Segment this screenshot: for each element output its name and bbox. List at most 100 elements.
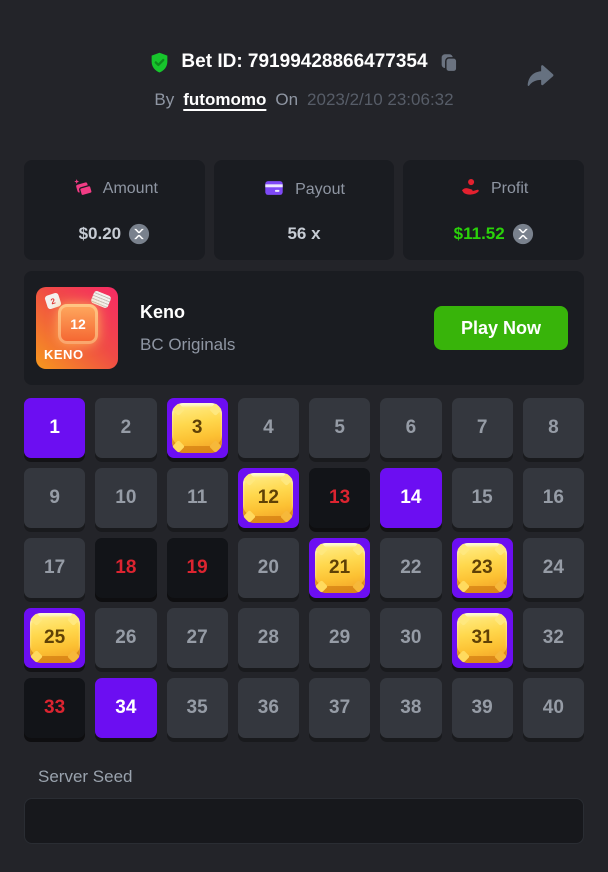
profit-value: $11.52 <box>453 223 505 243</box>
keno-cell-1: 1 <box>24 398 86 458</box>
keno-cell-34: 34 <box>95 678 157 738</box>
share-button[interactable] <box>524 60 558 94</box>
keno-cell-20: 20 <box>237 538 299 598</box>
keno-cell-35: 35 <box>166 678 228 738</box>
keno-cell-28: 28 <box>237 608 299 668</box>
game-title: Keno <box>140 301 185 322</box>
keno-cell-15: 15 <box>451 468 513 528</box>
cell-number: 30 <box>400 627 422 648</box>
bet-datetime: 2023/2/10 23:06:32 <box>307 90 454 109</box>
server-seed-label: Server Seed <box>38 767 133 786</box>
keno-game-thumbnail: 2 12 KENO <box>36 287 118 369</box>
keno-cell-38: 38 <box>380 678 442 738</box>
gem-hit-icon: 23 <box>457 543 508 593</box>
credit-card-icon <box>263 177 285 204</box>
keno-cell-10: 10 <box>95 468 157 528</box>
game-provider: BC Originals <box>140 334 236 354</box>
keno-cell-3: 3 <box>166 398 228 458</box>
cell-number: 37 <box>329 697 351 718</box>
cell-number: 15 <box>471 487 493 508</box>
keno-cell-24: 24 <box>522 538 584 598</box>
cell-number: 18 <box>115 557 137 578</box>
cell-number: 9 <box>49 487 60 508</box>
cell-number: 2 <box>120 417 132 438</box>
keno-cell-27: 27 <box>166 608 228 668</box>
bet-id-row: Bet ID: 79199428866477354 <box>0 50 608 74</box>
banknotes-icon <box>71 176 93 203</box>
cell-number: 32 <box>542 627 564 648</box>
cell-number: 5 <box>334 417 345 438</box>
profit-label: Profit <box>491 180 529 197</box>
cell-number: 20 <box>257 557 279 578</box>
copy-bet-id-button[interactable] <box>438 51 460 74</box>
bet-meta-row: By futomomo On 2023/2/10 23:06:32 <box>0 90 608 110</box>
gem-icon: 12 <box>58 304 98 344</box>
cell-number: 28 <box>257 627 279 648</box>
on-label: On <box>275 90 299 109</box>
keno-cell-2: 2 <box>95 398 157 458</box>
gem-hit-icon: 31 <box>457 613 508 663</box>
cell-number: 34 <box>115 697 137 718</box>
keno-cell-21: 21 <box>309 538 371 598</box>
cell-number: 4 <box>263 417 274 438</box>
cell-number: 21 <box>329 557 351 578</box>
keno-cell-7: 7 <box>451 398 513 458</box>
cell-number: 24 <box>542 557 564 578</box>
verified-shield-icon <box>148 51 171 74</box>
keno-grid: 1 2 3 4 5 6 7 8 9 10 11 12 13 14 15 16 17 18 19 20 21 22 23 24 2… <box>24 398 584 738</box>
keno-cell-9: 9 <box>24 468 86 528</box>
cell-number: 7 <box>476 417 488 438</box>
keno-cell-23: 23 <box>451 538 513 598</box>
cell-number: 17 <box>44 557 66 578</box>
cell-number: 22 <box>400 557 422 578</box>
cell-number: 11 <box>187 487 208 508</box>
cell-number: 33 <box>44 697 66 718</box>
cell-number: 40 <box>542 697 564 718</box>
xrp-coin-icon[interactable] <box>128 223 150 245</box>
payout-value: 56 x <box>287 223 321 243</box>
copy-icon <box>438 53 460 77</box>
cell-number: 38 <box>400 697 422 718</box>
cell-number: 13 <box>329 487 351 508</box>
cell-number: 12 <box>257 487 279 508</box>
gem-hit-icon: 25 <box>29 613 80 663</box>
cell-number: 23 <box>471 557 493 578</box>
play-now-button[interactable]: Play Now <box>433 306 568 350</box>
keno-cell-40: 40 <box>522 678 584 738</box>
cell-number: 31 <box>471 627 493 648</box>
keno-cell-26: 26 <box>95 608 157 668</box>
keno-cell-13: 13 <box>309 468 371 528</box>
profit-card: Profit $11.52 <box>403 160 585 260</box>
keno-cell-4: 4 <box>237 398 299 458</box>
keno-cell-18: 18 <box>95 538 157 598</box>
keno-cell-14: 14 <box>380 468 442 528</box>
keno-cell-32: 32 <box>522 608 584 668</box>
keno-cell-30: 30 <box>380 608 442 668</box>
cell-number: 16 <box>542 487 564 508</box>
keno-cell-8: 8 <box>522 398 584 458</box>
amount-value: $0.20 <box>78 223 122 243</box>
stats-row: Amount $0.20 Payout 56 x Profit $11.5 <box>24 160 585 260</box>
keno-cell-39: 39 <box>451 678 513 738</box>
keno-cell-29: 29 <box>309 608 371 668</box>
xrp-coin-icon[interactable] <box>512 223 534 245</box>
keno-cell-31: 31 <box>451 608 513 668</box>
cell-number: 26 <box>115 627 137 648</box>
by-label: By <box>154 90 175 109</box>
cell-number: 29 <box>329 627 351 648</box>
keno-cell-36: 36 <box>237 678 299 738</box>
game-banner: 2 12 KENO Keno BC Originals Play Now <box>24 271 584 385</box>
keno-cell-16: 16 <box>522 468 584 528</box>
amount-label: Amount <box>102 180 158 197</box>
server-seed-input[interactable] <box>24 798 584 844</box>
cell-number: 25 <box>44 627 66 648</box>
cell-number: 10 <box>115 487 137 508</box>
username-link[interactable]: futomomo <box>183 90 267 109</box>
gem-hit-icon: 3 <box>172 403 223 453</box>
cell-number: 39 <box>471 697 493 718</box>
keno-cell-37: 37 <box>309 678 371 738</box>
keno-tile-label: KENO <box>44 347 84 362</box>
hand-coin-icon <box>459 176 481 203</box>
cell-number: 14 <box>400 487 422 508</box>
keno-cell-11: 11 <box>166 468 228 528</box>
